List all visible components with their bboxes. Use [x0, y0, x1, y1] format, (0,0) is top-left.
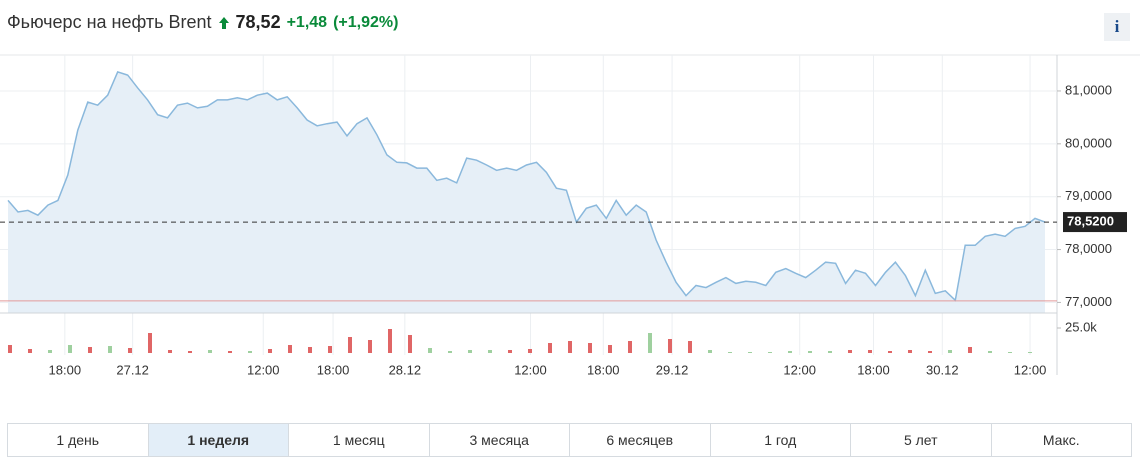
volume-bar	[368, 340, 372, 353]
volume-bar	[808, 351, 812, 353]
volume-bar	[668, 339, 672, 353]
x-tick-label: 18:00	[587, 362, 620, 377]
volume-tick-label: 25.0k	[1065, 319, 1097, 334]
volume-bar	[888, 351, 892, 353]
volume-bar	[508, 350, 512, 353]
x-tick-label: 12:00	[1014, 362, 1047, 377]
volume-bar	[28, 349, 32, 353]
header: Фьючерс на нефть Brent 78,52 +1,48 (+1,9…	[7, 12, 398, 33]
x-tick-label: 18:00	[317, 362, 350, 377]
current-price-label: 78,5200	[1067, 214, 1114, 229]
volume-bar	[928, 351, 932, 353]
x-tick-label: 28.12	[389, 362, 422, 377]
y-tick-label: 79,0000	[1065, 188, 1112, 203]
volume-bar	[308, 347, 312, 353]
volume-bar	[68, 345, 72, 353]
change: +1,48	[286, 13, 328, 31]
volume-bar	[608, 345, 612, 353]
volume-bar	[288, 345, 292, 353]
volume-bar	[588, 343, 592, 353]
x-tick-label: 12:00	[247, 362, 280, 377]
volume-bar	[168, 350, 172, 353]
volume-bar	[148, 333, 152, 353]
volume-bar	[568, 341, 572, 353]
volume-bar	[388, 329, 392, 353]
up-arrow	[218, 16, 229, 29]
volume-bar	[48, 350, 52, 353]
period-tab[interactable]: 5 лет	[851, 424, 992, 456]
volume-bar	[348, 337, 352, 353]
y-tick-label: 78,0000	[1065, 241, 1112, 256]
volume-bar	[788, 351, 792, 353]
period-tab[interactable]: 1 неделя	[148, 424, 289, 456]
volume-bar	[728, 352, 732, 353]
period-tabs: 1 день 1 неделя 1 месяц 3 месяца 6 месяцев 1 …	[7, 423, 1132, 457]
change-percent: (+1,92%)	[333, 13, 399, 31]
period-tab[interactable]: 3 месяца	[430, 424, 570, 456]
volume-bar	[448, 351, 452, 353]
volume-bar	[768, 352, 772, 353]
period-tab[interactable]: 1 месяц	[289, 424, 430, 456]
volume-bar	[688, 341, 692, 353]
volume-bar	[228, 351, 232, 353]
volume-bar	[548, 343, 552, 353]
x-tick-label: 18:00	[49, 362, 82, 377]
chart: 77,0000 78,0000 79,0000 80,0000 81,0000 18:00…	[0, 54, 1140, 377]
volume-bar	[828, 351, 832, 353]
volume-bar	[188, 351, 192, 353]
x-tick-label: 29.12	[656, 362, 689, 377]
volume-bar	[88, 347, 92, 353]
title: Фьючерс на нефть Brent	[7, 12, 212, 32]
volume-bar	[1008, 352, 1012, 353]
volume-bar	[208, 350, 212, 353]
x-tick-label: 12:00	[514, 362, 547, 377]
volume-bar	[268, 349, 272, 353]
x-tick-label: 12:00	[783, 362, 816, 377]
volume-bar	[328, 346, 332, 353]
info-button[interactable]: i	[1104, 13, 1130, 41]
volume-bar	[528, 349, 532, 353]
area	[8, 71, 1045, 314]
x-tick-label: 18:00	[857, 362, 890, 377]
volume-bar	[868, 350, 872, 353]
x-tick-label: 27.12	[116, 362, 149, 377]
volume-bar	[968, 347, 972, 353]
volume-bar	[648, 333, 652, 353]
volume-bar	[248, 351, 252, 353]
volume-bar	[8, 345, 12, 353]
period-tab[interactable]: Макс.	[1042, 432, 1080, 448]
x-tick-label: 30.12	[926, 362, 959, 377]
y-tick-label: 81,0000	[1065, 82, 1112, 97]
y-tick-label: 77,0000	[1065, 294, 1112, 309]
y-tick-label: 80,0000	[1065, 135, 1112, 150]
volume-bar	[848, 350, 852, 353]
period-tab[interactable]: 6 месяцев	[570, 424, 711, 456]
volume-bar	[628, 341, 632, 353]
volume-bar	[908, 350, 912, 353]
volume-bar	[408, 335, 412, 353]
volume-bar	[428, 348, 432, 353]
volume-bar	[1028, 352, 1032, 353]
current-price-box	[1063, 212, 1127, 233]
period-tab[interactable]: 1 год	[711, 424, 851, 456]
volume-bar	[948, 350, 952, 353]
price-line	[7, 70, 1046, 302]
volume-bar	[468, 350, 472, 353]
volume-bar	[128, 348, 132, 353]
volume-bar	[488, 350, 492, 353]
volume-bar	[108, 346, 112, 353]
volume-bar	[988, 351, 992, 353]
price: 78,52	[235, 12, 281, 32]
period-tab[interactable]: 1 день	[8, 424, 149, 456]
volume-bar	[708, 350, 712, 353]
volume-bar	[748, 352, 752, 353]
